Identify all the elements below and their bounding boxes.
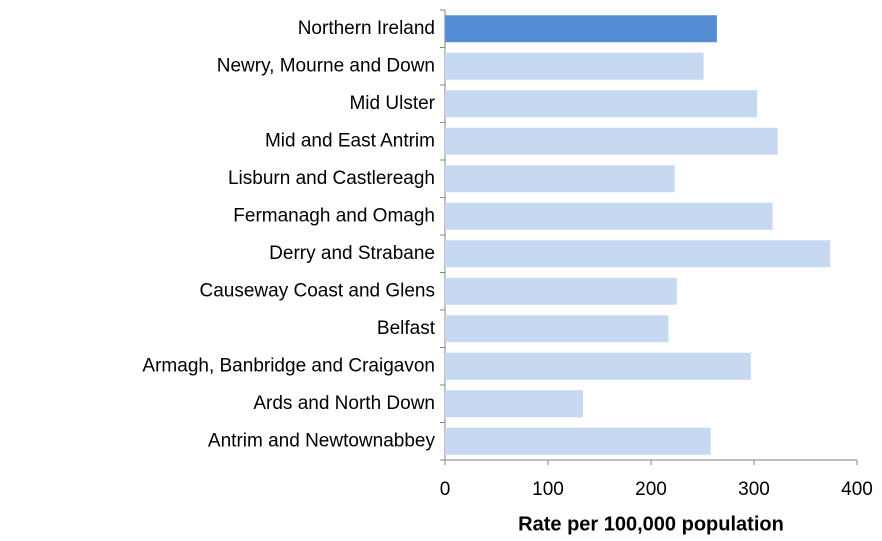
x-tick-label: 200 bbox=[635, 479, 667, 500]
x-tick-label: 0 bbox=[440, 479, 451, 500]
y-tick-label: Causeway Coast and Glens bbox=[199, 280, 435, 301]
bar bbox=[445, 127, 778, 155]
y-tick-label: Ards and North Down bbox=[253, 393, 435, 414]
y-tick-label: Fermanagh and Omagh bbox=[233, 205, 435, 226]
bar bbox=[445, 315, 669, 343]
y-tick-label: Antrim and Newtownabbey bbox=[208, 430, 436, 451]
bar bbox=[445, 15, 717, 43]
y-tick-label: Mid and East Antrim bbox=[265, 130, 435, 151]
bar bbox=[445, 352, 751, 380]
bar bbox=[445, 277, 677, 305]
x-axis-title: Rate per 100,000 population bbox=[518, 513, 784, 535]
bar bbox=[445, 165, 675, 193]
bar bbox=[445, 202, 773, 230]
bar bbox=[445, 390, 584, 418]
bar bbox=[445, 240, 831, 268]
x-tick-label: 100 bbox=[532, 479, 564, 500]
bar bbox=[445, 52, 704, 80]
x-tick-label: 300 bbox=[738, 479, 770, 500]
y-tick-label: Newry, Mourne and Down bbox=[217, 55, 435, 76]
y-tick-label: Belfast bbox=[377, 318, 436, 339]
bar bbox=[445, 90, 758, 118]
y-tick-label: Derry and Strabane bbox=[269, 243, 435, 264]
y-tick-label: Lisburn and Castlereagh bbox=[228, 168, 435, 189]
y-tick-label: Mid Ulster bbox=[349, 93, 435, 114]
bar bbox=[445, 427, 711, 455]
x-tick-label: 400 bbox=[841, 479, 873, 500]
y-tick-label: Armagh, Banbridge and Craigavon bbox=[142, 355, 435, 376]
y-tick-label: Northern Ireland bbox=[298, 18, 435, 39]
